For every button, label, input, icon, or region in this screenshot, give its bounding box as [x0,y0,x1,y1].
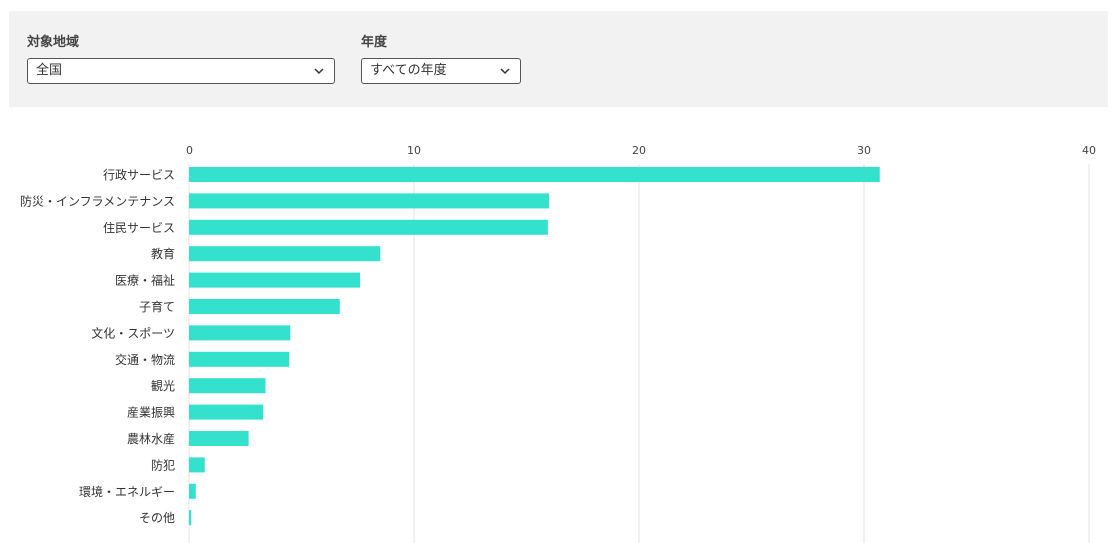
bar [189,272,360,288]
region-select-value: 全国 [36,63,63,78]
bar [189,431,249,446]
bar [189,167,880,182]
category-label: 防災・インフラメンテナンス [20,193,175,208]
category-label: 医療・福祉 [115,273,175,288]
x-tick-label: 20 [632,144,646,157]
bar [189,378,266,394]
category-label: 農林水産 [127,431,175,446]
category-label: 文化・スポーツ [91,325,175,340]
category-label: 産業振興 [127,405,175,420]
category-label: 住民サービス [103,221,175,235]
year-filter-label: 年度 [361,35,388,50]
bar [189,193,549,209]
bar [189,219,548,235]
category-label: 行政サービス [103,168,175,182]
region-filter-label: 対象地域 [27,35,80,50]
year-select-value: すべての年度 [370,63,447,78]
region-select[interactable]: 全国 [27,58,335,84]
bar [189,246,381,262]
category-label: 教育 [151,246,175,261]
chevron-down-icon [500,68,510,75]
category-label: 環境・エネルギー [79,484,175,499]
chevron-down-icon [314,68,324,75]
x-tick-label: 30 [857,144,871,157]
category-label: 子育て [139,299,175,314]
bar-chart: 0 10 20 30 40 行政サービス防災・インフラメンテナンス住民サービス教育医療・福… [20,144,1096,543]
region-filter: 対象地域 全国 [27,33,335,84]
x-tick-label: 0 [186,144,193,157]
category-label: 交通・物流 [115,352,175,367]
bar [189,299,340,314]
filter-panel: 対象地域 全国 年度 すべての年度 [9,11,1108,107]
bar [189,404,264,420]
x-tick-label: 40 [1082,144,1096,157]
x-tick-label: 10 [407,144,421,157]
bar [189,351,290,367]
category-label: その他 [139,511,175,525]
bar [189,510,192,526]
year-select[interactable]: すべての年度 [361,58,521,84]
bar [189,457,205,473]
category-label: 観光 [151,379,175,393]
bar [189,325,291,341]
year-filter: 年度 すべての年度 [361,33,521,84]
bar [189,483,196,499]
category-label: 防犯 [151,457,175,472]
